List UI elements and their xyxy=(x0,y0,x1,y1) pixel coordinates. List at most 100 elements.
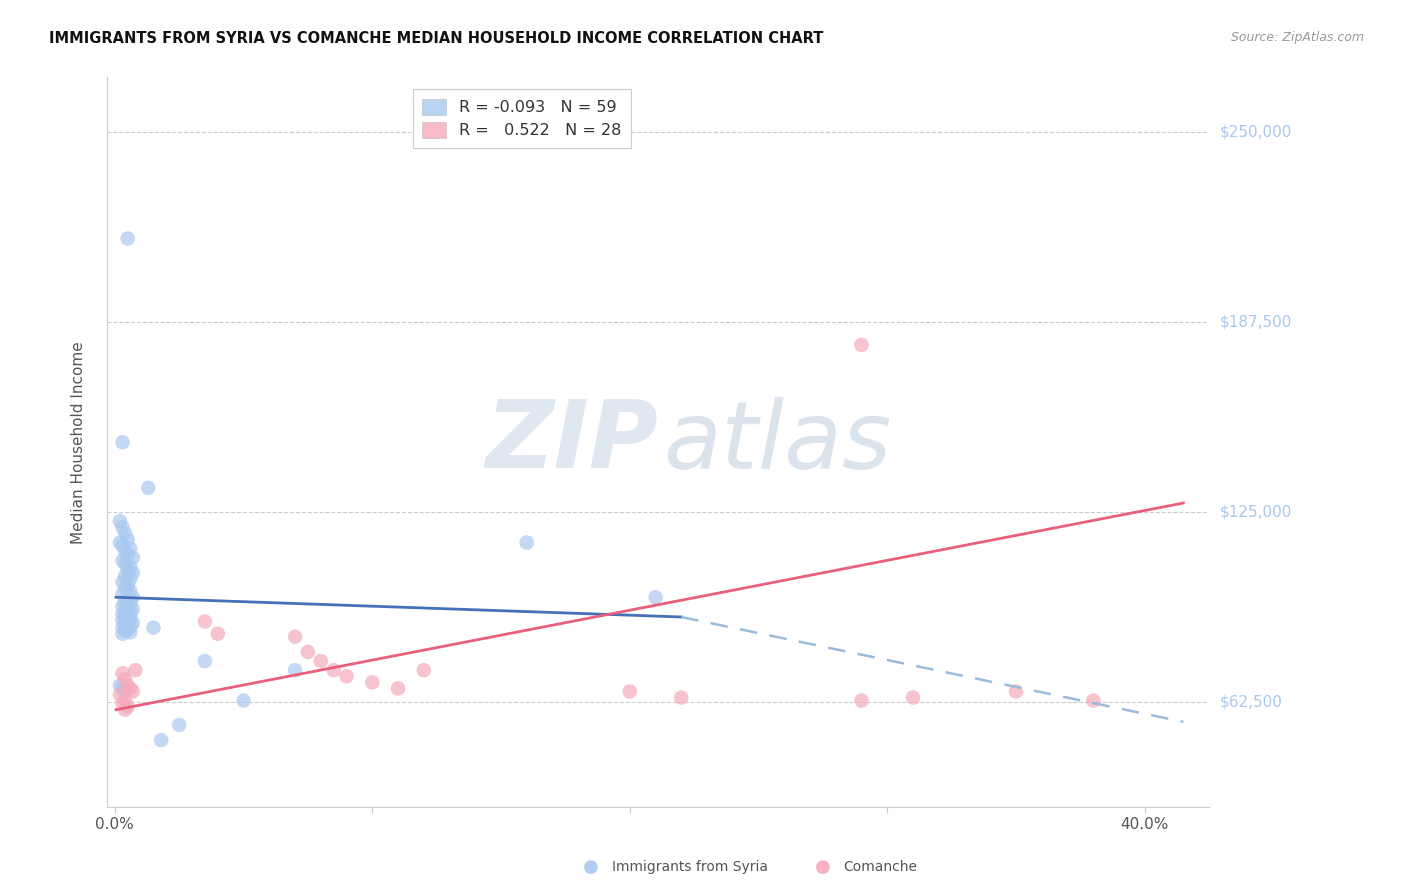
Point xyxy=(619,684,641,698)
Point xyxy=(322,663,344,677)
Point xyxy=(120,619,142,633)
Point xyxy=(207,626,229,640)
Point xyxy=(121,684,143,698)
Point xyxy=(117,615,139,629)
Point xyxy=(150,733,173,747)
Text: ●: ● xyxy=(582,858,599,876)
Point xyxy=(114,703,136,717)
Point xyxy=(117,622,139,636)
Point xyxy=(284,630,307,644)
Point xyxy=(297,645,319,659)
Point xyxy=(111,626,134,640)
Point xyxy=(117,578,139,592)
Point xyxy=(120,572,142,586)
Point xyxy=(1005,684,1028,698)
Point xyxy=(136,481,159,495)
Point xyxy=(120,611,142,625)
Point xyxy=(111,613,134,627)
Text: ZIP: ZIP xyxy=(485,396,658,488)
Point xyxy=(111,435,134,450)
Point xyxy=(851,693,873,707)
Point xyxy=(114,526,136,541)
Point xyxy=(117,533,139,547)
Point xyxy=(167,718,190,732)
Point xyxy=(111,607,134,621)
Point xyxy=(516,535,538,549)
Point xyxy=(114,693,136,707)
Point xyxy=(108,535,131,549)
Point xyxy=(114,624,136,638)
Point xyxy=(412,663,434,677)
Point xyxy=(117,563,139,577)
Point xyxy=(114,544,136,558)
Text: Immigrants from Syria: Immigrants from Syria xyxy=(612,860,768,874)
Point xyxy=(108,678,131,692)
Point xyxy=(121,550,143,565)
Text: $187,500: $187,500 xyxy=(1220,315,1292,330)
Point xyxy=(111,554,134,568)
Point xyxy=(114,610,136,624)
Text: ●: ● xyxy=(814,858,831,876)
Point xyxy=(111,621,134,635)
Point xyxy=(114,617,136,632)
Point xyxy=(1083,693,1105,707)
Point xyxy=(117,678,139,692)
Point xyxy=(111,520,134,534)
Point xyxy=(194,615,217,629)
Point xyxy=(111,681,134,696)
Point xyxy=(120,606,142,620)
Point xyxy=(142,621,165,635)
Point xyxy=(120,625,142,640)
Point xyxy=(361,675,384,690)
Point xyxy=(111,539,134,553)
Point xyxy=(114,684,136,698)
Point xyxy=(232,693,254,707)
Point xyxy=(120,584,142,599)
Y-axis label: Median Household Income: Median Household Income xyxy=(72,341,86,543)
Point xyxy=(121,591,143,605)
Point xyxy=(387,681,409,696)
Point xyxy=(108,514,131,528)
Point xyxy=(644,591,666,605)
Point xyxy=(284,663,307,677)
Text: Source: ZipAtlas.com: Source: ZipAtlas.com xyxy=(1230,31,1364,45)
Point xyxy=(124,663,146,677)
Legend: R = -0.093   N = 59, R =   0.522   N = 28: R = -0.093 N = 59, R = 0.522 N = 28 xyxy=(412,89,631,148)
Point xyxy=(111,666,134,681)
Text: atlas: atlas xyxy=(664,397,891,488)
Point xyxy=(111,599,134,614)
Point xyxy=(114,604,136,618)
Point xyxy=(117,593,139,607)
Point xyxy=(120,559,142,574)
Point xyxy=(309,654,332,668)
Text: Comanche: Comanche xyxy=(844,860,918,874)
Point xyxy=(901,690,924,705)
Point xyxy=(121,602,143,616)
Point xyxy=(117,699,139,714)
Point xyxy=(194,654,217,668)
Point xyxy=(111,587,134,601)
Text: $125,000: $125,000 xyxy=(1220,505,1292,520)
Point xyxy=(120,596,142,610)
Point xyxy=(120,541,142,556)
Text: $250,000: $250,000 xyxy=(1220,125,1292,140)
Point xyxy=(335,669,357,683)
Point xyxy=(117,231,139,245)
Text: $62,500: $62,500 xyxy=(1220,695,1284,710)
Point xyxy=(108,688,131,702)
Point xyxy=(671,690,693,705)
Point xyxy=(117,548,139,562)
Point xyxy=(120,681,142,696)
Point xyxy=(111,697,134,711)
Point xyxy=(111,575,134,590)
Point xyxy=(114,673,136,687)
Text: IMMIGRANTS FROM SYRIA VS COMANCHE MEDIAN HOUSEHOLD INCOME CORRELATION CHART: IMMIGRANTS FROM SYRIA VS COMANCHE MEDIAN… xyxy=(49,31,824,46)
Point xyxy=(114,569,136,583)
Point xyxy=(114,581,136,595)
Point xyxy=(121,616,143,631)
Point xyxy=(114,595,136,609)
Point xyxy=(851,338,873,352)
Point xyxy=(114,557,136,571)
Point xyxy=(117,608,139,623)
Point xyxy=(121,566,143,580)
